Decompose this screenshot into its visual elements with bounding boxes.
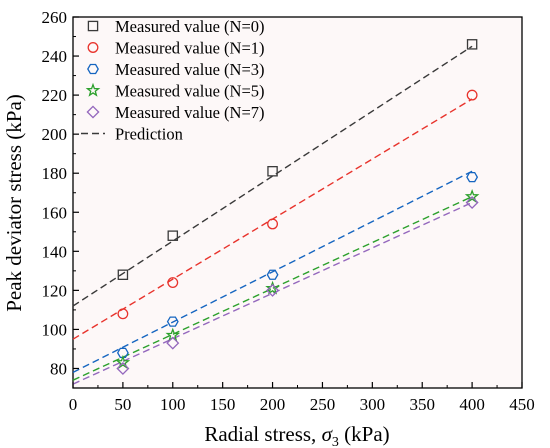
- data-point-4-0: [116, 361, 130, 375]
- legend-marker-2: [87, 63, 99, 75]
- x-tick-label: 300: [360, 395, 386, 414]
- x-tick-label: 450: [509, 395, 535, 414]
- legend-label: Prediction: [115, 125, 183, 144]
- y-tick-label: 200: [42, 125, 68, 144]
- data-point-1-2: [267, 218, 279, 230]
- plot-area: [72, 16, 523, 389]
- y-tick-label: 220: [42, 86, 68, 105]
- legend-label: Measured value (N=5): [115, 82, 265, 101]
- prediction-line-0: [72, 45, 473, 307]
- data-point-1-0: [117, 308, 129, 320]
- data-point-4-2: [266, 283, 280, 297]
- data-point-2-3: [466, 171, 479, 183]
- y-tick-label: 140: [42, 242, 68, 261]
- data-point-1-1: [167, 277, 179, 289]
- legend: Measured value (N=0) Measured value (N=1)…: [81, 17, 265, 144]
- y-tick-label: 80: [50, 359, 67, 378]
- x-tick-label: 150: [210, 395, 236, 414]
- legend-marker-3: [85, 82, 101, 97]
- legend-label: Measured value (N=0): [115, 17, 265, 36]
- legend-label: Measured value (N=1): [115, 39, 265, 58]
- legend-label: Measured value (N=7): [115, 103, 265, 122]
- prediction-line-4: [72, 201, 473, 385]
- data-point-3-3: [464, 188, 480, 203]
- data-point-2-0: [116, 347, 129, 359]
- x-tick-label: 50: [114, 395, 131, 414]
- prediction-line-2: [72, 170, 473, 374]
- y-tick-label: 100: [42, 320, 68, 339]
- x-tick-label: 350: [409, 395, 435, 414]
- y-tick-label: 160: [42, 203, 68, 222]
- data-point-0-1: [167, 230, 179, 241]
- prediction-line-3: [72, 196, 473, 381]
- legend-marker-1: [87, 42, 99, 53]
- legend-label: Measured value (N=3): [115, 60, 265, 79]
- data-point-3-0: [115, 354, 131, 369]
- data-point-4-3: [465, 195, 479, 210]
- x-axis-label: Radial stress, σ3 (kPa): [204, 422, 389, 448]
- data-point-3-2: [265, 280, 280, 295]
- data-point-4-1: [166, 336, 180, 350]
- y-axis-label: Peak deviator stress (kPa): [2, 94, 26, 312]
- axes: 0 50 100 150 200 250 300 350 400 450 80 100 120 140 16…: [42, 8, 535, 414]
- y-tick-label: 260: [42, 8, 68, 27]
- data-point-1-3: [466, 89, 478, 101]
- x-tick-label: 0: [69, 395, 78, 414]
- data-point-0-2: [267, 166, 278, 177]
- data-point-0-0: [117, 269, 129, 280]
- data-point-2-1: [166, 316, 179, 327]
- y-tick-label: 180: [42, 164, 68, 183]
- x-tick-label: 200: [260, 395, 286, 414]
- y-tick-label: 120: [42, 281, 68, 300]
- legend-marker-4: [86, 105, 100, 119]
- data-markers: [115, 39, 480, 375]
- y-tick-label: 240: [42, 47, 68, 66]
- x-tick-label: 400: [459, 395, 485, 414]
- data-point-0-3: [466, 39, 478, 50]
- x-tick-label: 100: [160, 395, 186, 414]
- legend-marker-0: [87, 20, 99, 32]
- data-point-2-2: [266, 269, 279, 280]
- x-tick-label: 250: [310, 395, 336, 414]
